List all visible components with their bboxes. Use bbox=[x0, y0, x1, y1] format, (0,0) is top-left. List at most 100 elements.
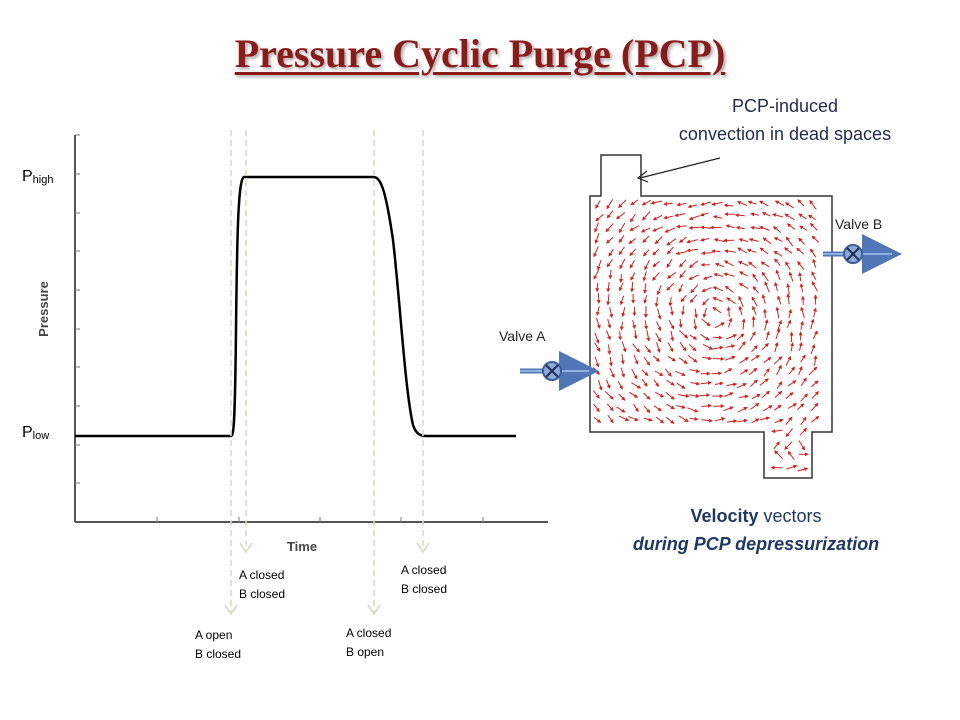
velocity-vector bbox=[690, 381, 701, 386]
velocity-vector bbox=[713, 272, 724, 277]
velocity-vector bbox=[785, 355, 792, 366]
velocity-vector bbox=[774, 341, 779, 353]
valve-b-icon bbox=[843, 244, 863, 264]
velocity-vector bbox=[654, 297, 659, 308]
velocity-vector bbox=[741, 318, 746, 330]
page-title: Pressure Cyclic Purge (PCP) bbox=[234, 31, 726, 76]
velocity-vector bbox=[737, 260, 749, 267]
velocity-vector bbox=[773, 356, 783, 365]
velocity-vector bbox=[630, 213, 636, 223]
velocity-vector bbox=[595, 213, 604, 222]
velocity-vector bbox=[666, 403, 675, 410]
velocity-vector bbox=[619, 258, 626, 270]
velocity-vector bbox=[621, 306, 626, 318]
arrowhead-icon bbox=[416, 542, 430, 554]
velocity-vector bbox=[667, 342, 674, 353]
velocity-vector bbox=[714, 322, 725, 329]
velocity-vector bbox=[776, 381, 783, 389]
velocity-vector bbox=[765, 330, 770, 340]
velocity-vector bbox=[807, 214, 817, 221]
velocity-vector bbox=[772, 226, 782, 233]
velocity-vector bbox=[750, 225, 761, 230]
velocity-vector bbox=[774, 404, 782, 411]
velocity-vector bbox=[618, 393, 626, 401]
velocity-vector bbox=[596, 317, 601, 329]
velocity-vector bbox=[609, 306, 614, 319]
velocity-vector bbox=[738, 238, 749, 243]
arrowhead-icon bbox=[367, 604, 381, 616]
velocity-vector bbox=[723, 260, 734, 267]
velocity-vector bbox=[644, 320, 649, 330]
velocity-vector bbox=[630, 281, 635, 293]
velocity-vector bbox=[734, 213, 745, 218]
velocity-vector bbox=[654, 391, 665, 398]
velocity-vector bbox=[724, 285, 734, 293]
velocity-vector bbox=[689, 294, 698, 303]
velocity-vector bbox=[714, 417, 726, 422]
velocity-vector bbox=[679, 270, 686, 279]
velocity-vector bbox=[751, 345, 758, 353]
velocity-vector bbox=[735, 225, 745, 230]
velocity-vector bbox=[655, 416, 665, 424]
velocity-vector bbox=[800, 354, 806, 363]
velocity-vector bbox=[787, 403, 798, 409]
velocity-vector bbox=[594, 332, 600, 344]
velocity-vector bbox=[700, 201, 712, 206]
velocity-vector bbox=[643, 405, 651, 414]
velocity-vector bbox=[667, 355, 677, 362]
velocity-vector bbox=[800, 320, 804, 330]
velocity-vector bbox=[689, 416, 699, 421]
velocity-vector bbox=[666, 258, 673, 268]
diagram-caption: Velocity vectors during PCP depressuriza… bbox=[596, 502, 916, 558]
velocity-vector bbox=[687, 355, 698, 363]
velocity-vector bbox=[771, 429, 783, 434]
velocity-vector bbox=[618, 199, 627, 209]
velocity-vector bbox=[811, 390, 819, 400]
velocity-vector bbox=[679, 330, 689, 339]
velocity-vector bbox=[812, 258, 817, 268]
velocity-vector bbox=[679, 341, 687, 352]
velocity-vector bbox=[739, 394, 749, 399]
velocity-vector bbox=[643, 356, 651, 366]
velocity-vector bbox=[595, 200, 601, 209]
velocity-vector bbox=[676, 202, 687, 207]
velocity-vector bbox=[644, 345, 652, 354]
velocity-vector bbox=[748, 367, 758, 376]
velocity-vector bbox=[676, 382, 686, 389]
velocity-vector bbox=[686, 239, 698, 244]
velocity-vector bbox=[759, 247, 769, 255]
velocity-vector bbox=[629, 391, 639, 398]
velocity-vector bbox=[686, 248, 699, 253]
velocity-vector bbox=[687, 204, 698, 209]
velocity-vector bbox=[702, 275, 713, 280]
velocity-vector bbox=[786, 293, 791, 305]
velocity-vector bbox=[617, 381, 623, 390]
velocity-vector bbox=[642, 211, 651, 221]
velocity-vector bbox=[809, 222, 818, 231]
velocity-vector bbox=[702, 356, 713, 361]
velocity-vector bbox=[761, 271, 769, 282]
velocity-vector bbox=[702, 343, 714, 350]
velocity-vector bbox=[630, 199, 639, 206]
velocity-vector bbox=[787, 450, 795, 460]
velocity-vector bbox=[800, 416, 807, 426]
pointer-arrowhead-icon bbox=[636, 170, 649, 183]
velocity-vector bbox=[688, 274, 699, 280]
velocity-vector bbox=[739, 271, 748, 277]
velocity-vector bbox=[606, 199, 614, 210]
x-axis-label: Time bbox=[287, 539, 317, 554]
velocity-vector bbox=[810, 343, 816, 355]
velocity-vector bbox=[808, 366, 818, 376]
velocity-vector bbox=[785, 236, 794, 247]
event-label-b-open: A closed B open bbox=[346, 626, 392, 659]
velocity-vector bbox=[751, 354, 760, 362]
velocity-vector bbox=[723, 203, 734, 208]
event-label-close-1: A closed B closed bbox=[239, 568, 286, 601]
y-axis-label: Pressure bbox=[36, 281, 51, 337]
x-axis-ticks bbox=[156, 517, 484, 522]
p-high-label: Phigh bbox=[22, 168, 54, 186]
velocity-vector bbox=[676, 405, 686, 409]
velocity-vector bbox=[723, 406, 734, 412]
velocity-vector bbox=[656, 321, 662, 332]
caption-rest: vectors bbox=[758, 506, 822, 526]
